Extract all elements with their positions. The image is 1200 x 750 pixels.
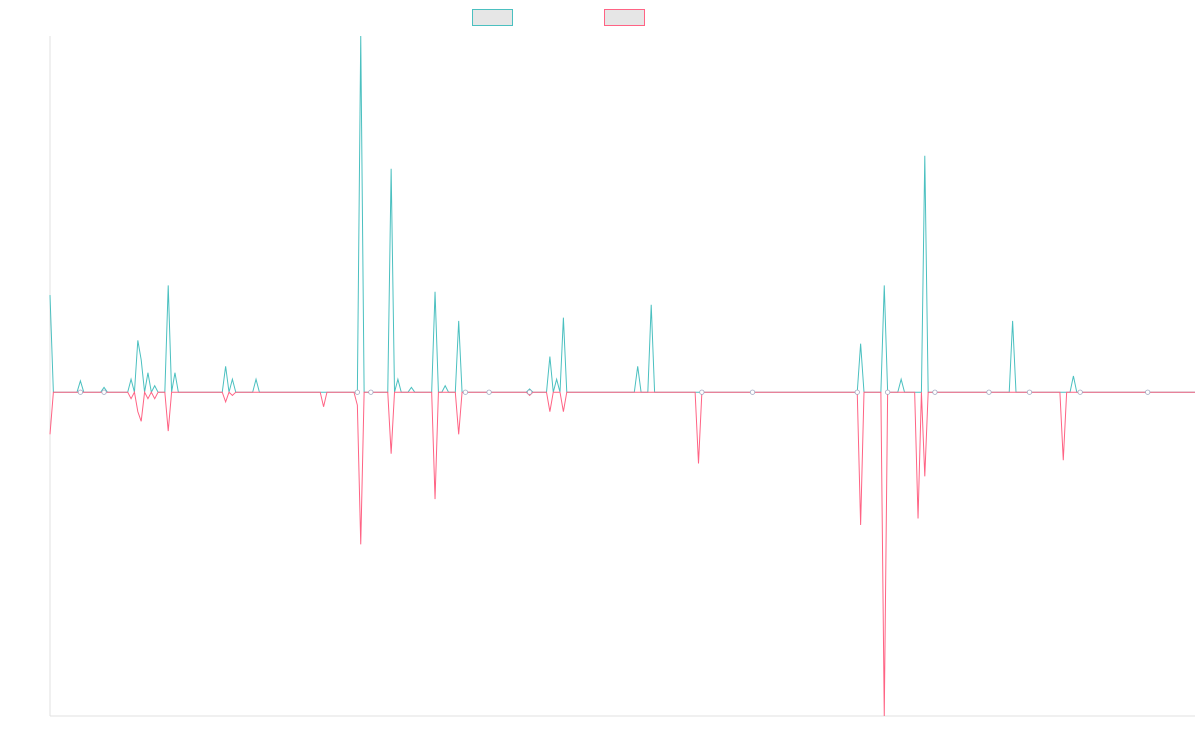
data-point-marker	[354, 389, 360, 395]
data-point-marker	[749, 389, 756, 395]
series-line-2	[49, 390, 1195, 717]
series-layer	[49, 35, 1195, 717]
data-point-marker	[885, 389, 891, 395]
data-point-marker	[368, 389, 374, 395]
data-point-marker	[1026, 389, 1033, 395]
legend-swatch-2[interactable]	[604, 9, 645, 26]
data-point-marker	[101, 389, 107, 395]
data-point-marker	[462, 389, 469, 395]
data-point-marker	[854, 389, 860, 395]
legend[interactable]	[472, 9, 645, 26]
marker-layer	[77, 389, 1151, 395]
data-point-marker	[1145, 389, 1151, 395]
series-line-1	[49, 35, 1195, 394]
data-point-marker	[77, 389, 84, 395]
data-point-marker	[699, 389, 705, 395]
axes	[49, 36, 1195, 717]
data-point-marker	[932, 389, 938, 395]
legend-swatch-1[interactable]	[472, 9, 513, 26]
data-point-marker	[527, 389, 533, 395]
data-point-marker	[1077, 389, 1083, 395]
data-point-marker	[986, 389, 992, 395]
data-point-marker	[486, 389, 492, 395]
